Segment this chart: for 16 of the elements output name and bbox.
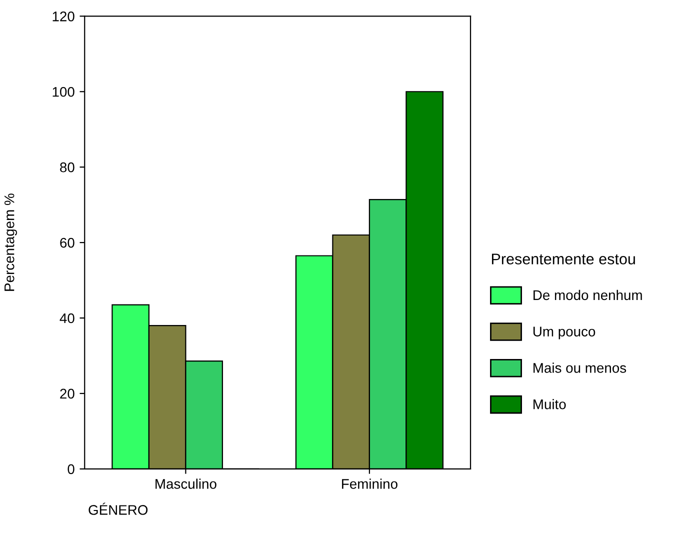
x-tick-label: Masculino <box>156 478 216 489</box>
y-tick-label: 100 <box>52 86 74 97</box>
y-tick-label: 40 <box>60 313 74 324</box>
y-axis-title: Percentagem % <box>4 194 18 291</box>
y-tick-label: 80 <box>60 162 74 172</box>
x-tick-label: Feminino <box>342 478 398 489</box>
legend-label: De modo nenhum <box>534 290 642 300</box>
legend-label: Muito <box>534 399 566 410</box>
x-axis-title: GÉNERO <box>88 502 148 515</box>
y-tick-label: 60 <box>60 238 74 248</box>
legend-label: Mais ou menos <box>534 362 626 373</box>
y-tick-label: 0 <box>68 464 74 474</box>
legend-label: Um pouco <box>533 326 596 340</box>
y-tick-label: 120 <box>52 12 74 22</box>
y-tick-label: 20 <box>60 388 74 399</box>
legend-title: Presentemente estou <box>492 254 635 264</box>
